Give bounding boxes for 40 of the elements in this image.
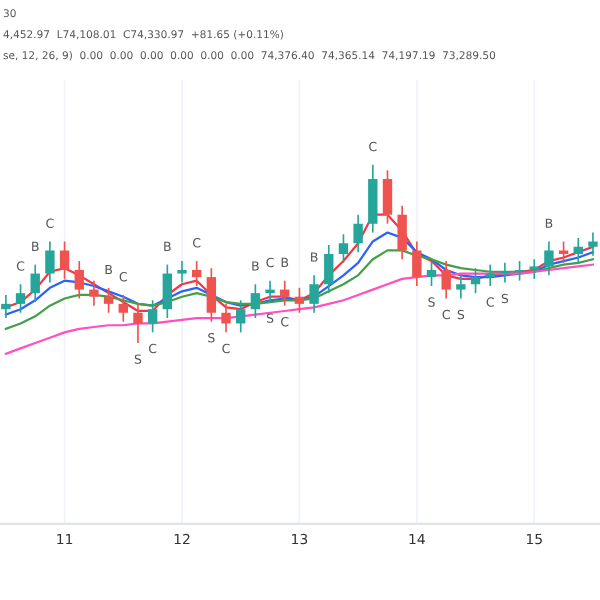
candlestick: [441, 260, 451, 300]
candlestick: [338, 233, 349, 264]
candlestick: [309, 274, 319, 314]
candlestick: [206, 267, 217, 323]
candlestick: [573, 237, 583, 264]
candlestick: [133, 303, 143, 344]
candlestick: [250, 283, 261, 319]
candlestick: [147, 299, 158, 334]
candlestick: [236, 299, 246, 334]
candlestick: [15, 283, 26, 314]
candlestick: [368, 163, 378, 234]
candlestick: [412, 240, 422, 287]
candlestick: [280, 279, 290, 307]
candlestick: [324, 244, 334, 294]
candlestick: [426, 260, 437, 287]
candlestick: [514, 260, 525, 282]
candlestick: [89, 279, 99, 307]
candlestick: [294, 286, 305, 314]
candlestick: [221, 303, 231, 334]
candlestick: [162, 263, 173, 319]
candlestick: [353, 213, 363, 253]
candlestick: [397, 204, 407, 261]
candlestick: [59, 240, 70, 280]
candlestick: [191, 260, 202, 287]
candlestick: [103, 286, 114, 314]
candlestick: [74, 260, 84, 300]
candlestick: [177, 260, 187, 284]
candlestick: [118, 294, 128, 323]
candlestick: [265, 279, 275, 303]
candlestick: [529, 258, 539, 280]
candlestick: [588, 231, 598, 257]
candlestick: [45, 240, 55, 284]
candlestick: [470, 267, 481, 294]
candlestick: [558, 240, 569, 264]
candlestick: [500, 262, 510, 284]
candlestick: [1, 294, 11, 319]
candlestick: [456, 274, 466, 300]
candlestick: [544, 240, 554, 277]
candlestick: [382, 169, 393, 225]
candlestick: [30, 263, 40, 303]
